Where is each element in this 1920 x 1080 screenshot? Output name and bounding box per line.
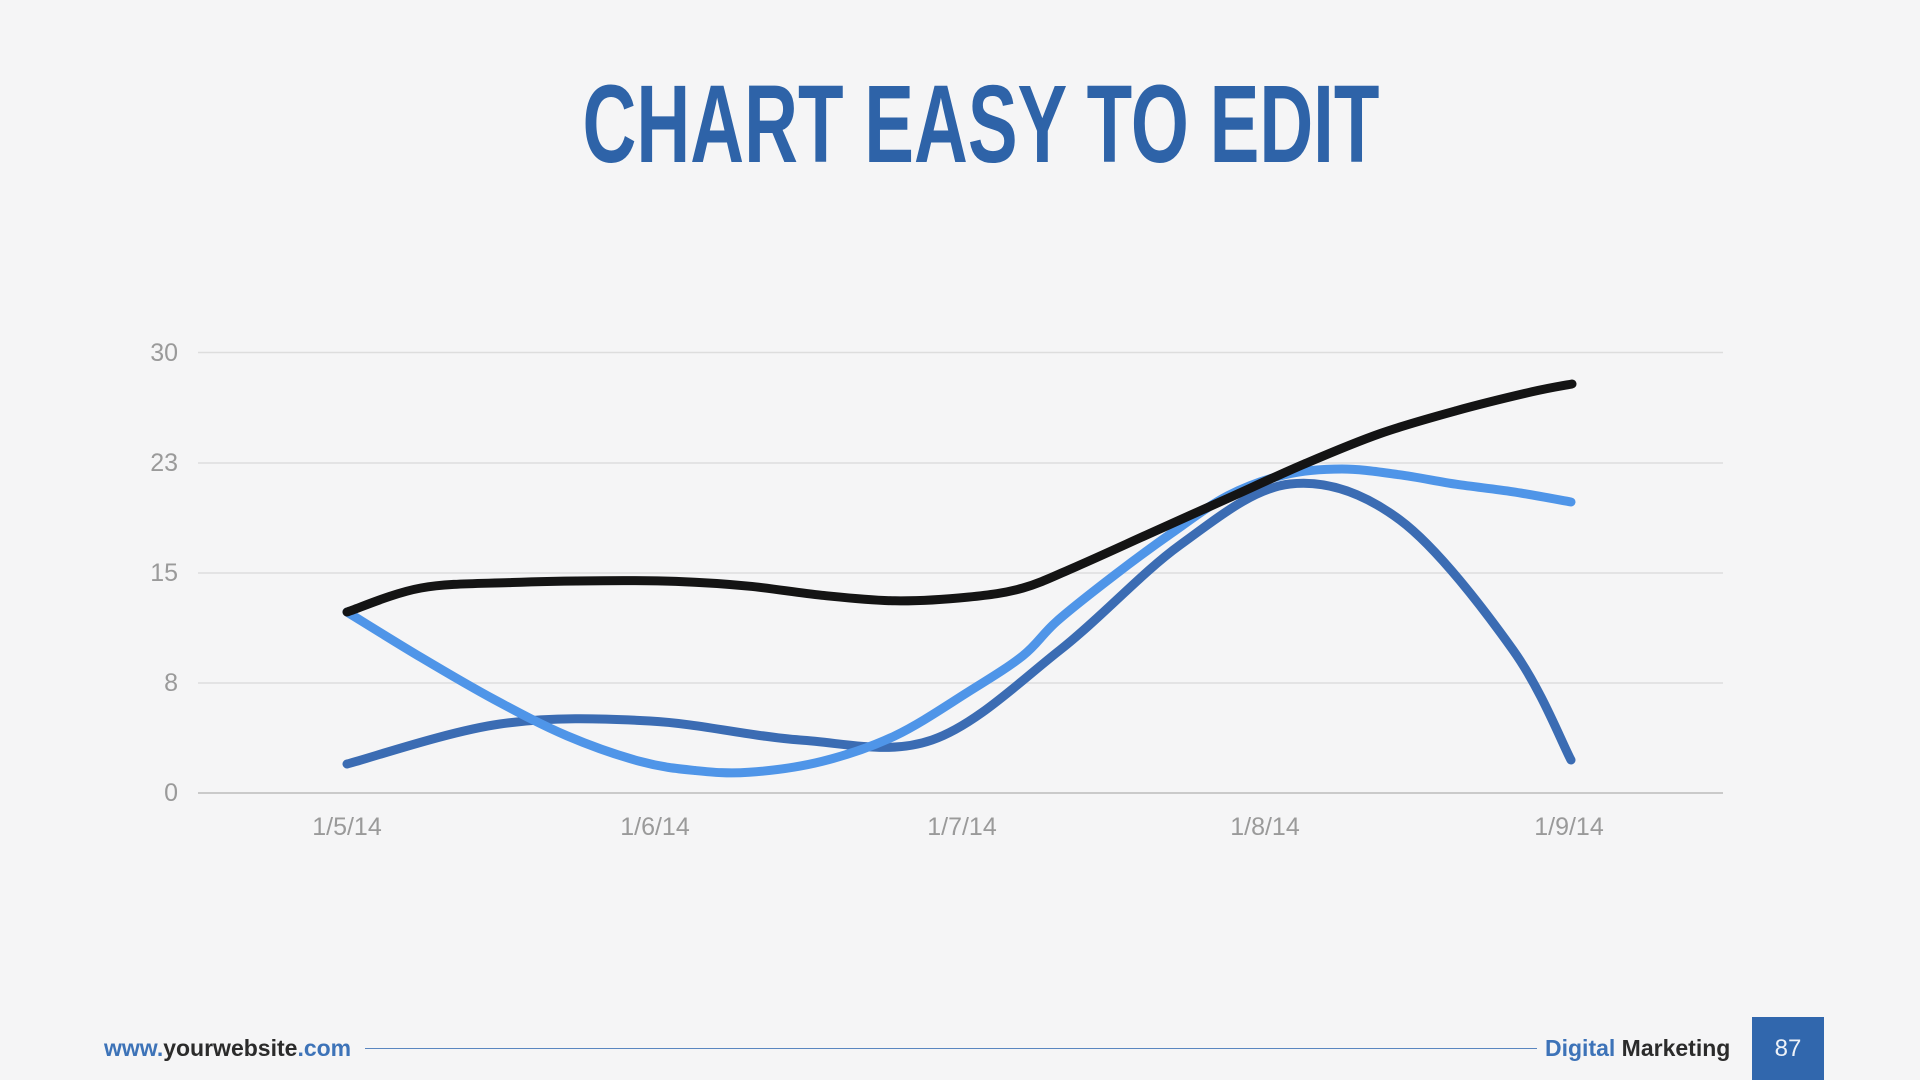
svg-text:1/7/14: 1/7/14 bbox=[927, 813, 997, 841]
svg-text:0: 0 bbox=[164, 779, 178, 807]
svg-text:8: 8 bbox=[164, 669, 178, 697]
svg-text:30: 30 bbox=[150, 339, 178, 367]
svg-text:1/8/14: 1/8/14 bbox=[1230, 813, 1300, 841]
svg-text:23: 23 bbox=[150, 449, 178, 477]
svg-text:1/9/14: 1/9/14 bbox=[1534, 813, 1604, 841]
svg-text:15: 15 bbox=[150, 559, 178, 587]
svg-text:1/5/14: 1/5/14 bbox=[312, 813, 382, 841]
svg-text:1/6/14: 1/6/14 bbox=[620, 813, 690, 841]
